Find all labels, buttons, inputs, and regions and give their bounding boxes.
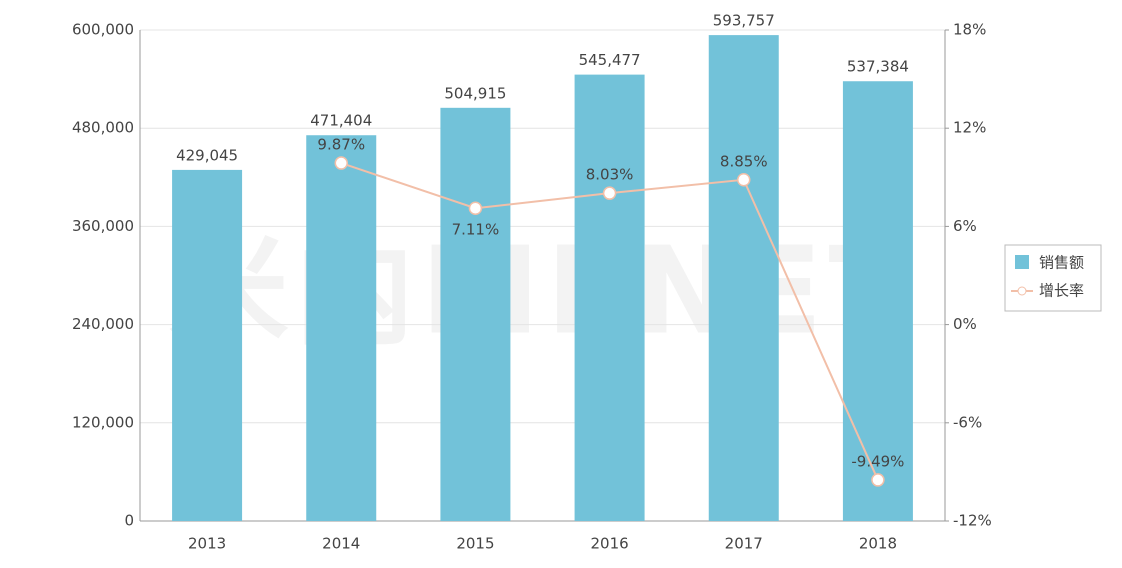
y-tick-label: 0: [124, 512, 134, 530]
bar-value-label: 537,384: [847, 58, 909, 76]
bar-value-label: 545,477: [579, 51, 641, 69]
y-tick-label: 240,000: [72, 315, 134, 333]
y2-tick-label: 0%: [953, 315, 977, 333]
line-value-label: 7.11%: [452, 221, 500, 239]
watermark: 米内MENET: [169, 223, 917, 362]
bar-value-label: 429,045: [176, 146, 238, 164]
line-value-label: 9.87%: [317, 136, 365, 154]
bar: [708, 35, 779, 521]
bar: [440, 107, 511, 522]
y2-tick-label: -6%: [953, 413, 982, 431]
x-tick-label: 2017: [725, 535, 763, 553]
bar: [172, 169, 243, 521]
bar: [306, 135, 377, 522]
bar-value-label: 593,757: [713, 12, 775, 30]
legend-box: [1004, 244, 1102, 312]
y2-tick-label: 6%: [953, 217, 977, 235]
y-tick-label: 600,000: [72, 21, 134, 39]
line-marker: [737, 173, 751, 187]
line-marker: [871, 473, 885, 487]
line-value-label: -9.49%: [851, 452, 904, 470]
line-marker: [602, 186, 617, 200]
x-tick-label: 2013: [188, 535, 226, 553]
x-tick-label: 2018: [859, 535, 897, 553]
x-tick-label: 2015: [456, 535, 494, 553]
legend-label: 增长率: [1039, 282, 1084, 300]
line-marker: [468, 201, 483, 215]
x-tick-label: 2014: [322, 535, 360, 553]
line-marker: [334, 156, 348, 170]
y-tick-label: 360,000: [72, 217, 134, 235]
legend-swatch: [1015, 255, 1029, 269]
y-tick-label: 120,000: [72, 413, 134, 431]
y2-tick-label: 18%: [953, 21, 986, 39]
line-value-label: 8.03%: [586, 166, 634, 184]
bar: [842, 81, 913, 522]
bar-value-label: 504,915: [444, 84, 506, 102]
y2-tick-label: -12%: [953, 512, 992, 530]
y2-tick-label: 12%: [953, 119, 986, 137]
bar-value-label: 471,404: [310, 112, 372, 130]
legend-label: 销售额: [1039, 254, 1084, 272]
x-tick-label: 2016: [590, 535, 628, 553]
y-tick-label: 480,000: [72, 119, 134, 137]
line-value-label: 8.85%: [720, 152, 768, 170]
bar: [574, 74, 645, 522]
legend-marker: [1017, 286, 1027, 296]
